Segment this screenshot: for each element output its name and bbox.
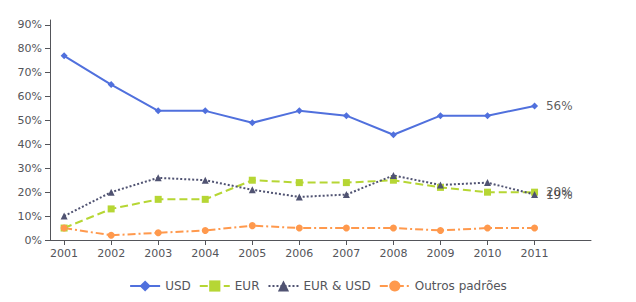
svg-text:EUR & USD: EUR & USD xyxy=(303,279,370,293)
svg-text:20%: 20% xyxy=(18,186,42,199)
svg-text:2008: 2008 xyxy=(379,247,407,260)
svg-text:2002: 2002 xyxy=(97,247,125,260)
svg-text:2003: 2003 xyxy=(144,247,172,260)
svg-text:70%: 70% xyxy=(18,66,42,79)
svg-text:40%: 40% xyxy=(18,138,42,151)
svg-text:2007: 2007 xyxy=(332,247,360,260)
svg-text:60%: 60% xyxy=(18,90,42,103)
svg-text:2011: 2011 xyxy=(521,247,549,260)
svg-text:50%: 50% xyxy=(18,114,42,127)
svg-text:90%: 90% xyxy=(18,18,42,31)
svg-text:Outros padrões: Outros padrões xyxy=(415,279,507,293)
svg-text:EUR: EUR xyxy=(235,279,260,293)
svg-text:2009: 2009 xyxy=(426,247,454,260)
svg-text:56%: 56% xyxy=(546,99,573,113)
svg-text:2001: 2001 xyxy=(50,247,78,260)
svg-text:2006: 2006 xyxy=(285,247,313,260)
svg-text:0%: 0% xyxy=(25,234,42,247)
svg-text:2005: 2005 xyxy=(238,247,266,260)
svg-text:30%: 30% xyxy=(18,162,42,175)
svg-text:10%: 10% xyxy=(18,210,42,223)
svg-text:2010: 2010 xyxy=(474,247,502,260)
svg-text:USD: USD xyxy=(165,279,191,293)
svg-text:19%: 19% xyxy=(546,188,573,202)
svg-text:2004: 2004 xyxy=(191,247,219,260)
svg-text:80%: 80% xyxy=(18,42,42,55)
